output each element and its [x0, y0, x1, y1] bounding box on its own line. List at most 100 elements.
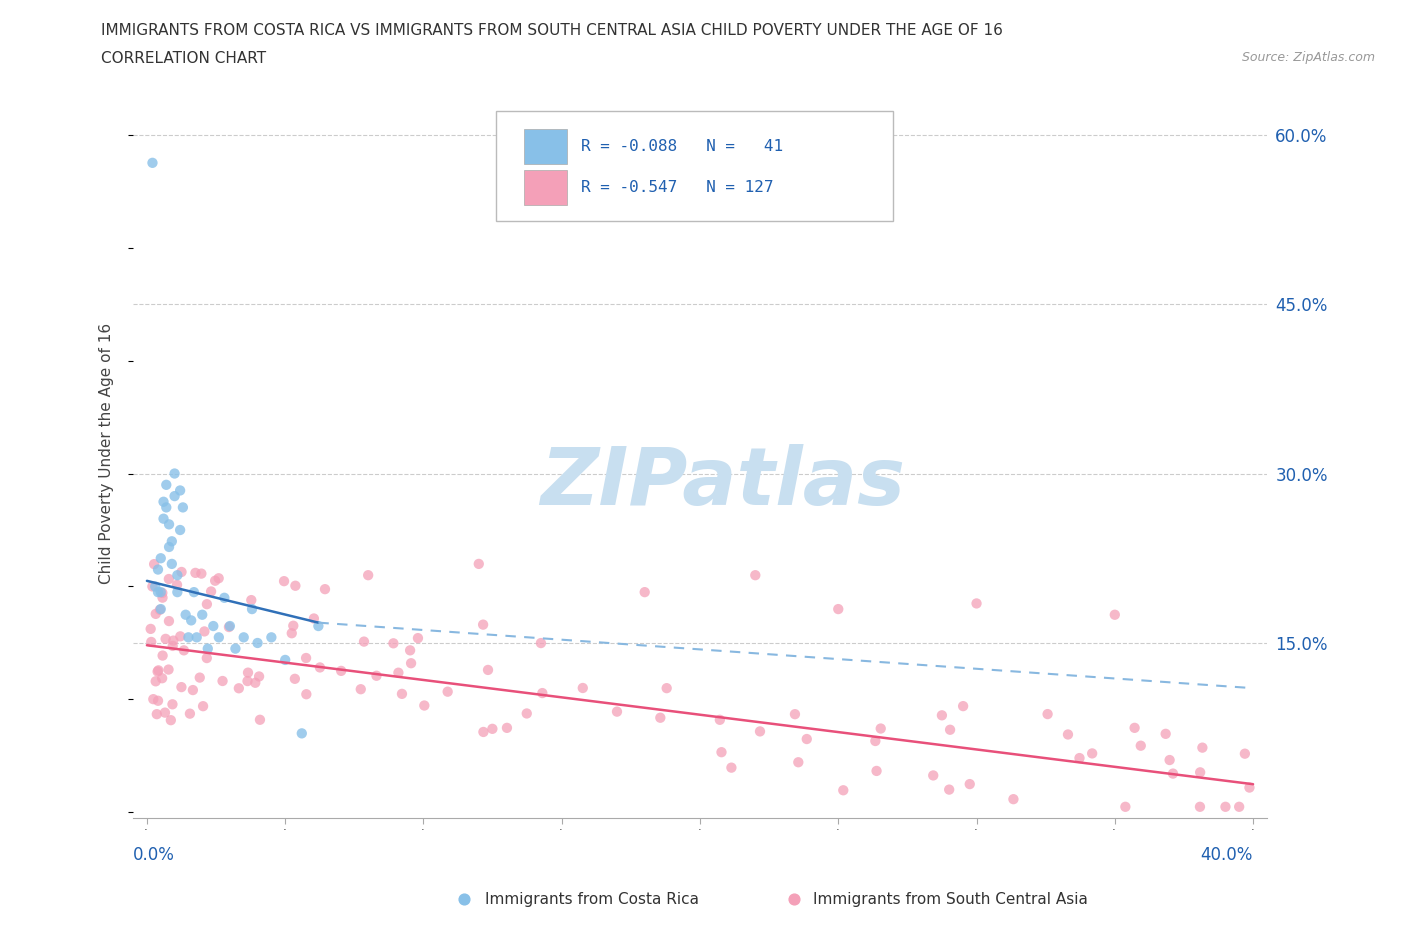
- Point: [436, 684, 458, 699]
- Point: [481, 722, 503, 737]
- Point: [180, 613, 202, 628]
- Point: [208, 571, 231, 586]
- Text: CORRELATION CHART: CORRELATION CHART: [101, 51, 266, 66]
- Point: [307, 618, 329, 633]
- Point: [211, 673, 233, 688]
- Point: [744, 567, 766, 582]
- Point: [157, 517, 180, 532]
- Point: [174, 607, 197, 622]
- Point: [284, 671, 307, 686]
- Point: [191, 698, 214, 713]
- Point: [399, 656, 422, 671]
- Point: [157, 539, 180, 554]
- Point: [163, 488, 186, 503]
- Point: [240, 592, 263, 607]
- Point: [869, 721, 891, 736]
- Point: [530, 635, 553, 650]
- Point: [606, 704, 628, 719]
- Point: [219, 618, 242, 633]
- Point: [172, 500, 194, 515]
- Point: [173, 643, 195, 658]
- Point: [353, 634, 375, 649]
- Text: R = -0.547   N = 127: R = -0.547 N = 127: [581, 179, 773, 194]
- Point: [709, 712, 731, 727]
- Point: [1049, 768, 1071, 783]
- Point: [163, 466, 186, 481]
- Point: [143, 579, 166, 594]
- Point: [413, 698, 436, 713]
- Point: [247, 669, 270, 684]
- Point: [472, 724, 495, 739]
- Point: [190, 566, 212, 581]
- Point: [273, 574, 295, 589]
- Point: [197, 641, 219, 656]
- Point: [531, 685, 554, 700]
- Point: [169, 483, 191, 498]
- Point: [952, 698, 974, 713]
- Point: [938, 782, 960, 797]
- Point: [281, 626, 304, 641]
- Point: [157, 614, 180, 629]
- Point: [152, 648, 174, 663]
- Point: [208, 630, 231, 644]
- Point: [468, 556, 491, 571]
- Y-axis label: Child Poverty Under the Age of 16: Child Poverty Under the Age of 16: [100, 324, 114, 584]
- Point: [149, 602, 172, 617]
- Point: [295, 651, 318, 666]
- Point: [634, 585, 657, 600]
- Point: [152, 591, 174, 605]
- Point: [1159, 752, 1181, 767]
- Point: [249, 712, 271, 727]
- Point: [1081, 746, 1104, 761]
- Point: [236, 673, 259, 688]
- Point: [571, 681, 593, 696]
- Point: [214, 591, 236, 605]
- Point: [149, 551, 172, 565]
- Point: [650, 711, 672, 725]
- Point: [228, 681, 250, 696]
- Point: [1227, 800, 1250, 815]
- Point: [246, 635, 269, 650]
- Point: [720, 760, 742, 775]
- Bar: [524, 169, 568, 205]
- Bar: [524, 128, 568, 164]
- Point: [166, 585, 188, 600]
- Point: [291, 726, 314, 741]
- Point: [366, 669, 388, 684]
- Text: 40.0%: 40.0%: [1201, 846, 1253, 864]
- Point: [146, 562, 169, 577]
- Point: [162, 639, 184, 654]
- Text: ZIPatlas: ZIPatlas: [540, 444, 905, 522]
- Point: [1189, 764, 1212, 779]
- Point: [382, 636, 405, 651]
- Point: [749, 724, 772, 738]
- Point: [655, 681, 678, 696]
- Point: [191, 607, 214, 622]
- Point: [236, 665, 259, 680]
- Point: [146, 585, 169, 600]
- Point: [710, 745, 733, 760]
- Point: [284, 578, 307, 593]
- Point: [146, 707, 169, 722]
- Point: [177, 630, 200, 644]
- Point: [160, 534, 183, 549]
- Point: [160, 712, 183, 727]
- Point: [1239, 780, 1261, 795]
- Point: [245, 675, 267, 690]
- Point: [496, 721, 519, 736]
- Point: [141, 579, 163, 594]
- Point: [155, 500, 177, 515]
- Text: 0.0%: 0.0%: [134, 846, 174, 864]
- Point: [472, 618, 495, 632]
- Point: [141, 634, 163, 649]
- Point: [939, 723, 962, 737]
- Point: [204, 573, 226, 588]
- Point: [350, 682, 373, 697]
- Point: [1114, 800, 1136, 815]
- Point: [1129, 738, 1152, 753]
- Point: [139, 621, 162, 636]
- Point: [170, 680, 193, 695]
- Point: [200, 584, 222, 599]
- Point: [181, 683, 204, 698]
- Point: [166, 578, 188, 592]
